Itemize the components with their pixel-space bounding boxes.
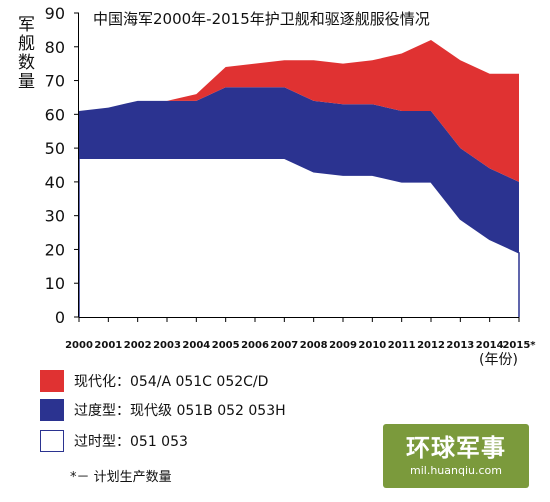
y-tick-label: 20 xyxy=(45,240,65,259)
legend-label-outdated: 过时型：051 053 xyxy=(74,434,188,450)
y-tick-label: 40 xyxy=(45,173,65,192)
x-tick-label: 2007 xyxy=(270,340,298,351)
legend-item-transitional: 过度型：现代级 051B 052 053H xyxy=(40,399,286,421)
x-tick-label: 2010 xyxy=(358,340,386,351)
y-tick-label: 50 xyxy=(45,139,65,158)
y-tick-label: 60 xyxy=(45,105,65,124)
x-tick-label: 2012 xyxy=(417,340,445,351)
x-tick-label: 2006 xyxy=(241,340,269,351)
x-tick-label: 2015* xyxy=(502,340,536,351)
legend-label-modern: 现代化：054/A 051C 052C/D xyxy=(74,374,269,390)
x-tick-label: 2008 xyxy=(300,340,328,351)
y-tick-label: 0 xyxy=(55,308,65,327)
y-tick-label: 80 xyxy=(45,38,65,57)
chart-title: 中国海军2000年-2015年护卫舰和驱逐舰服役情况 xyxy=(93,10,430,28)
series-area-1 xyxy=(79,87,519,253)
x-tick-label: 2004 xyxy=(182,340,210,351)
legend-item-modern: 现代化：054/A 051C 052C/D xyxy=(40,370,268,392)
legend-swatch-white xyxy=(40,430,64,452)
series-area-0 xyxy=(79,158,519,317)
watermark-sub: mil.huanqiu.com xyxy=(410,464,502,477)
legend-item-outdated: 过时型：051 053 xyxy=(40,430,188,452)
x-axis-label: (年份) xyxy=(479,352,518,368)
x-tick-label: 2000 xyxy=(65,340,93,351)
y-tick-label: 30 xyxy=(45,207,65,226)
legend-swatch-red xyxy=(40,370,64,392)
x-tick-label: 2009 xyxy=(329,340,357,351)
x-tick-label: 2011 xyxy=(388,340,416,351)
stacked-areas xyxy=(78,40,520,317)
x-tick-label: 2002 xyxy=(124,340,152,351)
x-tick-label: 2001 xyxy=(94,340,122,351)
series-area-2 xyxy=(79,40,519,182)
footnote: *－ 计划生产数量 xyxy=(70,470,172,485)
y-axis-ticks: 0 10 20 30 40 50 60 70 80 90 xyxy=(45,4,79,327)
legend-label-transitional: 过度型：现代级 051B 052 053H xyxy=(74,403,286,419)
area-chart: 0 10 20 30 40 50 60 70 80 90 2000 2001 2002 2003 2004… xyxy=(18,4,536,368)
watermark-main: 环球军事 xyxy=(406,434,506,462)
legend-swatch-blue xyxy=(40,399,64,421)
y-tick-label: 10 xyxy=(45,274,65,293)
y-tick-label: 90 xyxy=(45,4,65,23)
watermark-logo: 环球军事 mil.huanqiu.com xyxy=(383,424,529,488)
outdated-outline xyxy=(78,157,520,317)
y-axis-label: 军舰数量 xyxy=(18,15,35,92)
x-tick-label: 2014 xyxy=(476,340,504,351)
x-tick-label: 2013 xyxy=(446,340,474,351)
x-tick-label: 2005 xyxy=(212,340,240,351)
y-tick-label: 70 xyxy=(45,72,65,91)
x-tick-label: 2003 xyxy=(153,340,181,351)
chart-axes xyxy=(78,13,519,318)
x-axis-ticks: 2000 2001 2002 2003 2004 2005 2006 2007 2008 2009… xyxy=(65,317,536,351)
